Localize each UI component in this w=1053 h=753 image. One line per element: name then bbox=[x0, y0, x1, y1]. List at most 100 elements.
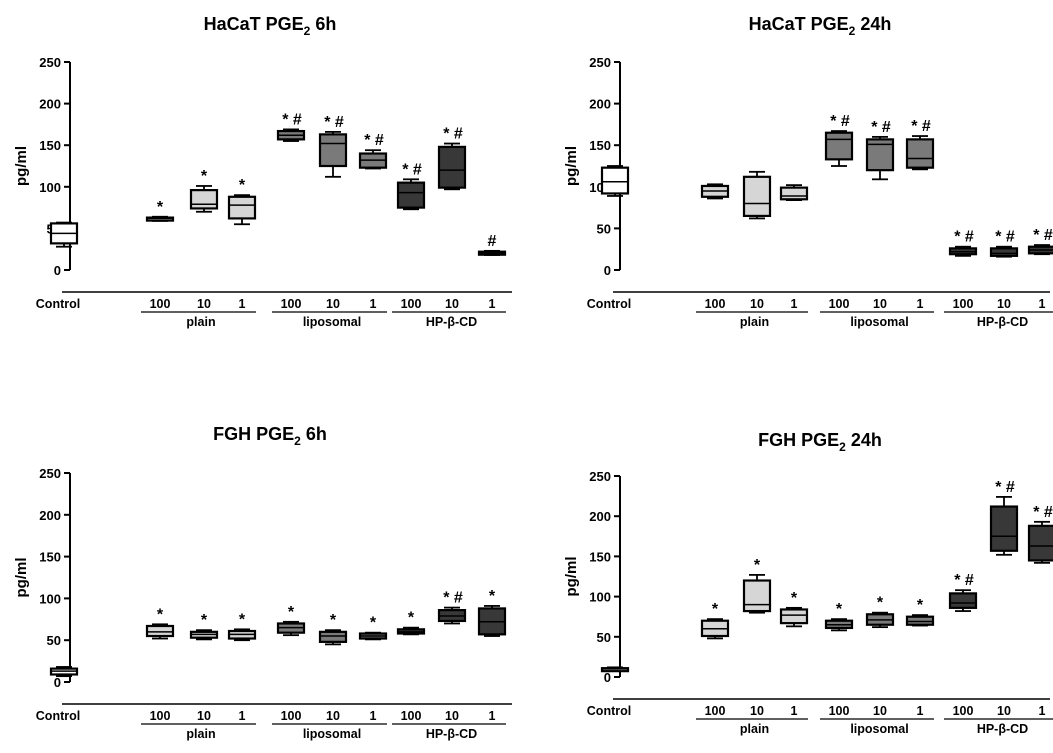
chart-panel-2: HaCaT PGE2 24h 0 50 100 150 200 250 pg/ml * # * #… bbox=[563, 14, 1053, 329]
chart-title-suffix: 6h bbox=[301, 424, 327, 444]
x-category-label: 1 bbox=[239, 297, 246, 311]
x-category-label: 100 bbox=[150, 297, 171, 311]
y-tick-label: 200 bbox=[39, 508, 61, 523]
significance-mark: * bbox=[917, 597, 924, 614]
box-4: * bbox=[227, 177, 257, 226]
y-tick-label: 50 bbox=[597, 221, 611, 236]
box-4 bbox=[779, 184, 809, 202]
chart-title: HaCaT PGE2 6h bbox=[204, 14, 337, 38]
x-category-label: 1 bbox=[1039, 704, 1046, 718]
x-category-label: 1 bbox=[1039, 297, 1046, 311]
y-tick-label: 150 bbox=[589, 138, 611, 153]
box-5: * bbox=[824, 601, 854, 632]
box-9: * # bbox=[989, 229, 1019, 258]
chart-title-subscript: 2 bbox=[849, 24, 856, 38]
significance-mark: * # bbox=[364, 132, 384, 149]
box-6: * # bbox=[865, 119, 895, 181]
box-5: * # bbox=[276, 111, 306, 142]
significance-mark: * bbox=[288, 604, 295, 621]
significance-mark: * bbox=[791, 590, 798, 607]
x-category-label: 100 bbox=[401, 709, 422, 723]
box-iqr bbox=[742, 175, 772, 218]
box-iqr bbox=[742, 579, 772, 613]
x-category-label: 10 bbox=[997, 704, 1011, 718]
box-1 bbox=[600, 666, 630, 673]
group-label: liposomal bbox=[850, 722, 908, 736]
chart-panel-4: FGH PGE2 24h 0 50 100 150 200 250 pg/ml * * * * * * * … bbox=[563, 430, 1053, 736]
x-category-label: 1 bbox=[370, 709, 377, 723]
y-tick-label: 0 bbox=[604, 670, 611, 685]
significance-mark: * bbox=[330, 612, 337, 629]
y-tick-label: 250 bbox=[39, 466, 61, 481]
chart-title-main: HaCaT PGE bbox=[204, 14, 304, 34]
box-6: * # bbox=[318, 114, 348, 178]
y-tick-label: 250 bbox=[589, 469, 611, 484]
y-tick-label: 250 bbox=[589, 55, 611, 70]
group-label: plain bbox=[186, 727, 215, 741]
box-iqr bbox=[318, 630, 348, 643]
box-iqr bbox=[948, 592, 978, 609]
significance-mark: * bbox=[370, 615, 377, 632]
significance-mark: * bbox=[836, 601, 843, 618]
significance-mark: * bbox=[754, 557, 761, 574]
box-8: * bbox=[396, 610, 426, 636]
significance-mark: * bbox=[239, 611, 246, 628]
x-category-label: 1 bbox=[917, 297, 924, 311]
x-category-label: 1 bbox=[370, 297, 377, 311]
box-9: * # bbox=[437, 126, 467, 191]
significance-mark: * # bbox=[1033, 227, 1053, 244]
box-2: * bbox=[145, 606, 175, 640]
significance-mark: * # bbox=[324, 114, 344, 131]
x-category-label: 100 bbox=[953, 704, 974, 718]
box-2: * bbox=[145, 199, 175, 222]
box-10: # bbox=[477, 233, 507, 256]
y-tick-label: 150 bbox=[39, 138, 61, 153]
x-category-label: 100 bbox=[953, 297, 974, 311]
y-tick-label: 200 bbox=[39, 97, 61, 112]
x-category-label: 100 bbox=[281, 297, 302, 311]
box-iqr bbox=[824, 131, 854, 161]
x-category-label: 1 bbox=[489, 709, 496, 723]
y-axis-label: pg/ml bbox=[563, 557, 580, 597]
x-category-label: 100 bbox=[705, 704, 726, 718]
box-8: * # bbox=[948, 572, 978, 612]
chart-title: FGH PGE2 6h bbox=[213, 424, 327, 448]
significance-mark: * # bbox=[443, 590, 463, 607]
chart-title: FGH PGE2 24h bbox=[758, 430, 882, 454]
x-category-label: Control bbox=[36, 297, 80, 311]
x-category-label: 10 bbox=[873, 704, 887, 718]
box-1 bbox=[49, 666, 79, 678]
box-6: * bbox=[318, 612, 348, 646]
significance-mark: * # bbox=[954, 572, 974, 589]
box-4: * bbox=[779, 590, 809, 628]
box-10: * bbox=[477, 588, 507, 637]
y-tick-label: 0 bbox=[54, 675, 61, 690]
group-label: HP-β-CD bbox=[426, 315, 477, 329]
chart-title-suffix: 24h bbox=[846, 430, 882, 450]
y-tick-label: 150 bbox=[589, 549, 611, 564]
significance-mark: * bbox=[712, 601, 719, 618]
significance-mark: * # bbox=[995, 479, 1015, 496]
x-category-label: 10 bbox=[197, 709, 211, 723]
box-iqr bbox=[779, 186, 809, 201]
y-tick-label: 200 bbox=[589, 509, 611, 524]
box-1 bbox=[600, 165, 630, 197]
box-7: * bbox=[358, 615, 388, 641]
box-9: * # bbox=[437, 590, 467, 625]
box-3: * bbox=[189, 168, 219, 213]
group-label: HP-β-CD bbox=[426, 727, 477, 741]
x-category-label: 10 bbox=[326, 297, 340, 311]
box-5: * bbox=[276, 604, 306, 637]
box-iqr bbox=[600, 166, 630, 195]
chart-title-subscript: 2 bbox=[839, 440, 846, 454]
group-label: liposomal bbox=[303, 315, 361, 329]
significance-mark: * bbox=[489, 588, 496, 605]
group-label: plain bbox=[740, 315, 769, 329]
significance-mark: * # bbox=[954, 229, 974, 246]
group-label: HP-β-CD bbox=[977, 315, 1028, 329]
x-category-label: 1 bbox=[791, 297, 798, 311]
box-iqr bbox=[189, 189, 219, 210]
group-label: liposomal bbox=[850, 315, 908, 329]
